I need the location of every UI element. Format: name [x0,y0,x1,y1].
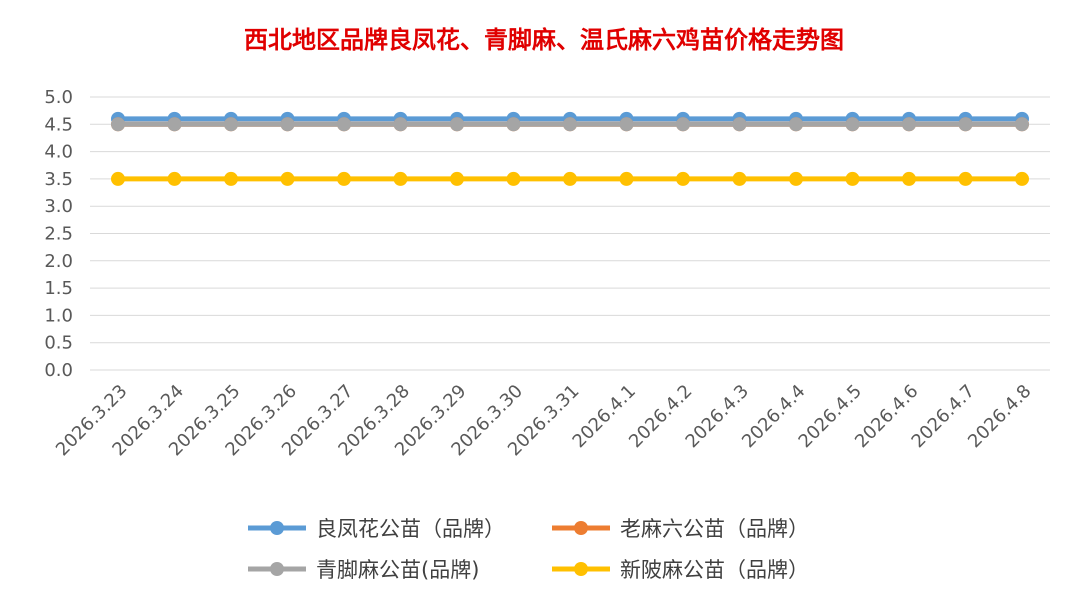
y-axis-tick-labels: 0.0 0.5 1.0 1.5 2.0 2.5 3.0 3.5 4.0 4.5 5.0 [44,87,73,381]
data-point [845,171,860,186]
data-point [224,171,238,186]
data-point [167,171,182,186]
legend-label: 青脚麻公苗(品牌) [316,558,479,582]
legend-item: 青脚麻公苗(品牌) [248,558,479,582]
data-point [1015,171,1029,186]
data-point [902,171,916,186]
data-point [958,171,973,186]
data-point [789,117,803,132]
data-point [337,171,351,186]
data-point [732,117,747,132]
data-point [958,117,973,132]
data-point [619,171,634,186]
series-3 [111,117,1029,132]
data-point [393,171,408,186]
y-tick-label: 4.0 [44,142,73,163]
data-point [167,117,182,132]
data-point [393,117,408,132]
data-point [280,171,295,186]
data-point [619,117,634,132]
grid-lines [90,96,1050,371]
data-point [224,117,238,132]
legend-label: 良凤花公苗（品牌） [316,517,505,541]
y-tick-label: 5.0 [44,87,73,108]
data-point [337,117,351,132]
y-tick-label: 0.5 [44,333,73,354]
data-point [1015,117,1029,132]
data-point [450,171,464,186]
data-point [789,171,803,186]
series-lines [111,111,1029,186]
data-point [111,117,125,132]
legend: 良凤花公苗（品牌） 老麻六公苗（品牌） 青脚麻公苗(品牌) 新陂麻公苗（品牌） [248,517,809,582]
data-point [506,117,521,132]
data-point [450,117,464,132]
data-point [563,117,577,132]
y-tick-label: 1.5 [44,278,73,299]
legend-item: 良凤花公苗（品牌） [248,517,505,541]
chart-title: 西北地区品牌良凤花、青脚麻、温氏麻六鸡苗价格走势图 [244,25,844,54]
data-point [506,171,521,186]
y-tick-label: 3.0 [44,196,73,217]
y-tick-label: 3.5 [44,169,73,190]
data-point [676,117,690,132]
data-point [845,117,860,132]
legend-label: 新陂麻公苗（品牌） [620,558,809,582]
legend-marker [574,521,588,535]
data-point [902,117,916,132]
x-axis-tick-labels: 2026.3.232026.3.242026.3.252026.3.262026… [52,381,1036,461]
y-tick-label: 2.0 [44,251,73,272]
y-tick-label: 4.5 [44,114,73,135]
legend-marker [270,562,284,576]
y-tick-label: 1.0 [44,305,73,326]
legend-marker [270,521,284,535]
legend-item: 新陂麻公苗（品牌） [552,558,809,582]
legend-label: 老麻六公苗（品牌） [620,517,809,541]
legend-marker [574,562,588,576]
y-tick-label: 0.0 [44,360,73,381]
series-4 [111,171,1029,186]
data-point [732,171,747,186]
y-tick-label: 2.5 [44,224,73,245]
data-point [280,117,295,132]
data-point [111,171,125,186]
legend-item: 老麻六公苗（品牌） [552,517,809,541]
data-point [676,171,690,186]
data-point [563,171,577,186]
